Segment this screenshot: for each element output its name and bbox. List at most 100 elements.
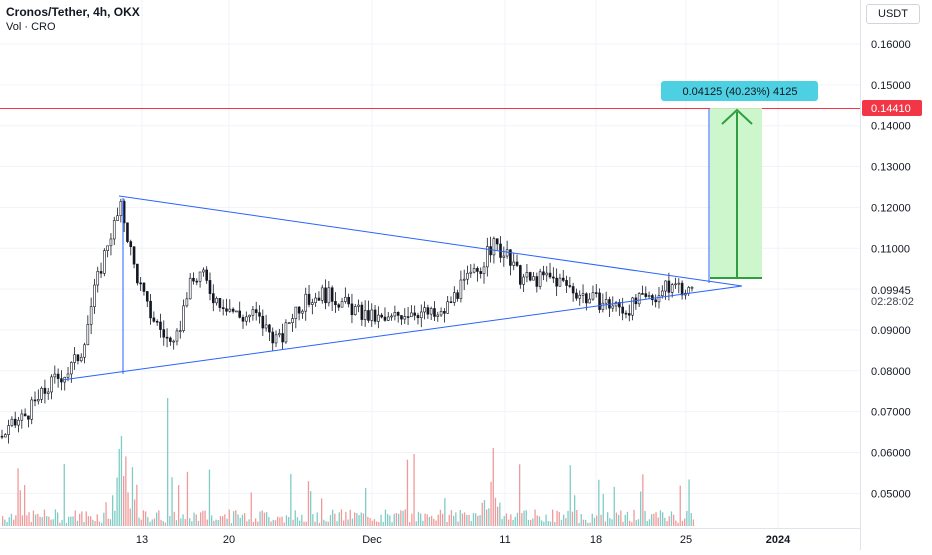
candle-body	[195, 280, 199, 283]
candle-body	[192, 277, 195, 282]
candle-body	[558, 277, 562, 287]
volume-bar	[563, 514, 565, 526]
volume-bar	[24, 485, 26, 526]
candle-body	[96, 271, 100, 286]
volume-bar	[292, 519, 294, 526]
candle-body	[258, 312, 261, 317]
volume-bar	[613, 486, 615, 526]
volume-bar	[169, 516, 171, 526]
candle-body	[165, 336, 169, 339]
volume-bar	[259, 511, 261, 526]
candle-body	[552, 276, 555, 279]
candle-body	[13, 418, 17, 426]
candle-body	[594, 292, 598, 294]
volume-bar	[475, 513, 477, 526]
volume-bar	[406, 459, 409, 526]
candle-body	[548, 272, 552, 278]
volume-bar	[602, 493, 604, 526]
volume-bar	[435, 520, 437, 526]
volume-bar	[604, 521, 607, 526]
price-tick-label: 0.14000	[871, 121, 911, 133]
candle-body	[561, 277, 565, 281]
candle-body	[383, 316, 387, 321]
volume-bar	[321, 498, 323, 526]
volume-bar	[318, 522, 321, 526]
volume-bar	[149, 521, 151, 526]
volume-bar	[549, 521, 552, 526]
volume-bar	[303, 521, 305, 526]
volume-bar	[277, 516, 279, 526]
volume-bar	[420, 513, 422, 526]
volume-bar	[314, 521, 316, 526]
candle-body	[350, 303, 354, 316]
volume-bar	[186, 471, 189, 526]
candle-body	[291, 318, 294, 323]
volume-bar	[354, 512, 356, 526]
volume-bar	[255, 518, 257, 526]
volume-bar	[120, 436, 123, 526]
bar-countdown: 02:28:02	[871, 296, 914, 308]
candle-body	[509, 249, 512, 266]
volume-bar	[182, 514, 184, 526]
candle-body	[178, 330, 182, 332]
volume-bar	[532, 518, 534, 526]
candle-body	[248, 314, 251, 318]
currency-selector[interactable]: USDT	[866, 4, 920, 24]
candle-body	[182, 305, 185, 331]
candle-body	[56, 373, 60, 379]
candle-body	[17, 419, 20, 426]
candle-body	[667, 280, 671, 293]
candle-body	[274, 334, 278, 344]
candle-body	[83, 344, 86, 358]
candle-body	[225, 308, 228, 312]
volume-bar	[585, 519, 587, 526]
volume-bar	[648, 519, 651, 526]
volume-bar	[101, 522, 103, 526]
volume-bar	[558, 512, 560, 526]
candle-body	[334, 301, 337, 306]
candle-body	[680, 282, 684, 296]
candle-body	[231, 308, 235, 312]
candle-body	[40, 387, 43, 400]
volume-bar	[356, 513, 358, 526]
time-tick-label: 11	[499, 534, 510, 546]
volume-bar	[85, 511, 87, 526]
volume-bar	[219, 516, 222, 526]
volume-bar	[140, 519, 142, 526]
volume-bar	[283, 522, 285, 526]
volume-bar	[39, 516, 41, 526]
volume-bar	[373, 519, 376, 526]
volume-bar	[395, 513, 398, 526]
price-tick-label: 0.13000	[871, 162, 911, 174]
volume-bar	[109, 519, 112, 526]
volume-bar	[609, 518, 611, 526]
volume-bar	[307, 481, 310, 526]
candle-body	[344, 296, 347, 302]
candle-body	[433, 308, 436, 317]
candle-body	[86, 324, 90, 346]
volume-bar	[545, 514, 547, 526]
volume-bar	[673, 514, 675, 526]
volume-bar	[189, 518, 191, 526]
candle-body	[320, 287, 324, 301]
time-tick-label: 25	[680, 534, 692, 546]
candle-body	[30, 399, 34, 420]
volume-bar	[483, 500, 486, 526]
volume-bar	[246, 521, 248, 526]
time-tick-label: 13	[136, 534, 148, 546]
volume-bar	[37, 513, 39, 526]
candle-body	[423, 307, 426, 313]
candle-body	[390, 315, 393, 318]
candle-body	[324, 287, 327, 304]
volume-bar	[398, 513, 400, 526]
volume-bar	[657, 517, 659, 526]
candle-body	[198, 271, 202, 282]
volume-bar	[376, 521, 378, 526]
volume-bar	[624, 514, 626, 526]
candle-body	[254, 309, 258, 313]
time-tick-label: 18	[590, 534, 602, 546]
volume-bar	[8, 517, 10, 526]
price-tick-label: 0.12000	[871, 202, 911, 214]
